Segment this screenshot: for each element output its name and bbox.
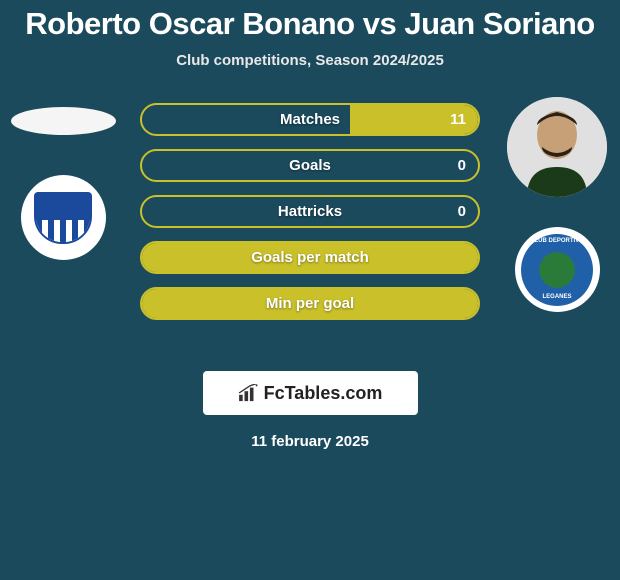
club-badge-left — [21, 175, 106, 260]
stat-right-value: 0 — [458, 197, 466, 226]
player-right-column: CLUB DEPORTIVO LEGANES — [502, 97, 612, 312]
comparison-title: Roberto Oscar Bonano vs Juan Soriano — [0, 0, 620, 42]
stat-right-value: 0 — [458, 151, 466, 180]
stat-label: Hattricks — [142, 197, 478, 226]
comparison-content: CLUB DEPORTIVO LEGANES Matches 11 Goals … — [0, 97, 620, 357]
stat-label: Matches — [142, 105, 478, 134]
subtitle: Club competitions, Season 2024/2025 — [0, 52, 620, 69]
club-badge-right: CLUB DEPORTIVO LEGANES — [515, 227, 600, 312]
player-left-avatar — [11, 107, 116, 135]
stat-row-min-per-goal: Min per goal — [140, 287, 480, 320]
stat-row-matches: Matches 11 — [140, 103, 480, 136]
stat-label: Min per goal — [142, 289, 478, 318]
stat-row-hattricks: Hattricks 0 — [140, 195, 480, 228]
stat-right-value: 11 — [450, 105, 466, 134]
stats-table: Matches 11 Goals 0 Hattricks 0 Goals per… — [140, 103, 480, 333]
player-left-column — [8, 97, 118, 260]
stat-row-goals: Goals 0 — [140, 149, 480, 182]
stat-label: Goals per match — [142, 243, 478, 272]
stat-row-goals-per-match: Goals per match — [140, 241, 480, 274]
leganes-badge-icon: CLUB DEPORTIVO LEGANES — [521, 234, 593, 306]
stat-label: Goals — [142, 151, 478, 180]
alaves-shield-icon — [34, 192, 92, 244]
player-right-avatar — [507, 97, 607, 197]
date-label: 11 february 2025 — [0, 433, 620, 450]
fctables-logo[interactable]: FcTables.com — [203, 371, 418, 415]
logo-text: FcTables.com — [264, 383, 383, 404]
bar-chart-icon — [238, 384, 260, 402]
